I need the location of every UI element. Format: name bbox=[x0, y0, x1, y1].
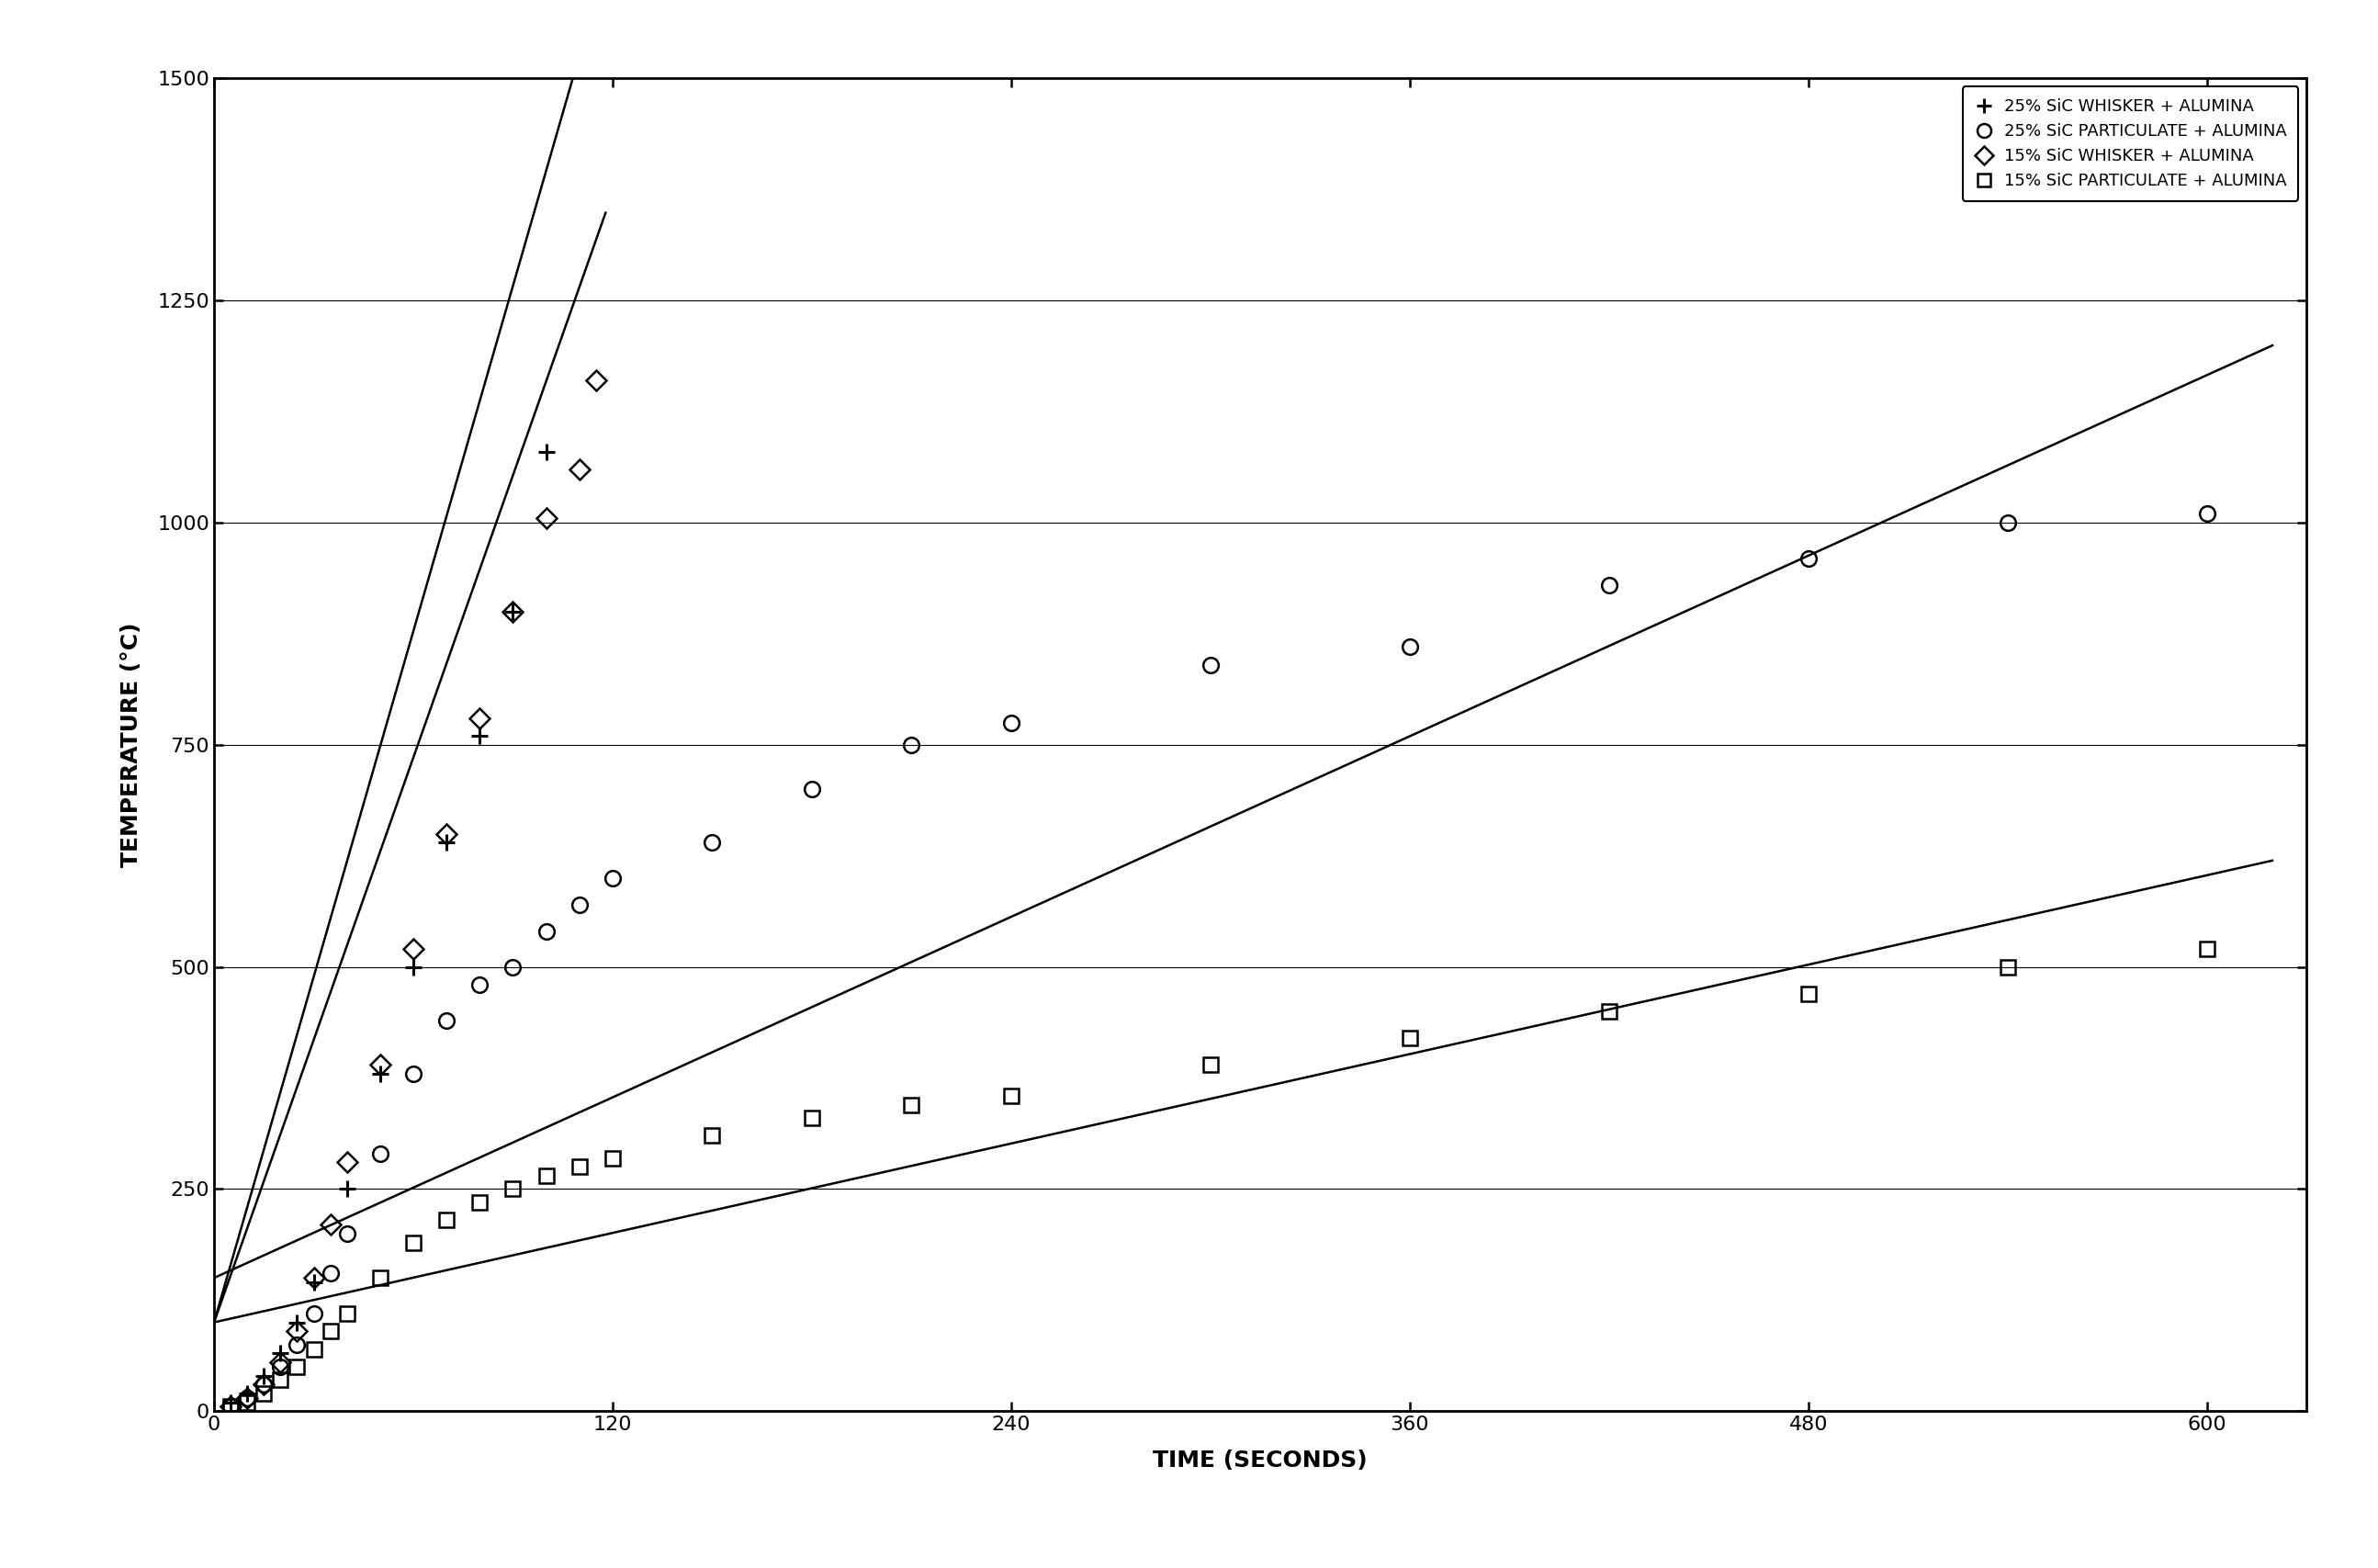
Legend: 25% SiC WHISKER + ALUMINA, 25% SiC PARTICULATE + ALUMINA, 15% SiC WHISKER + ALUM: 25% SiC WHISKER + ALUMINA, 25% SiC PARTI… bbox=[1962, 86, 2300, 201]
X-axis label: TIME (SECONDS): TIME (SECONDS) bbox=[1153, 1449, 1367, 1471]
Y-axis label: TEMPERATURE (°C): TEMPERATURE (°C) bbox=[119, 622, 143, 867]
